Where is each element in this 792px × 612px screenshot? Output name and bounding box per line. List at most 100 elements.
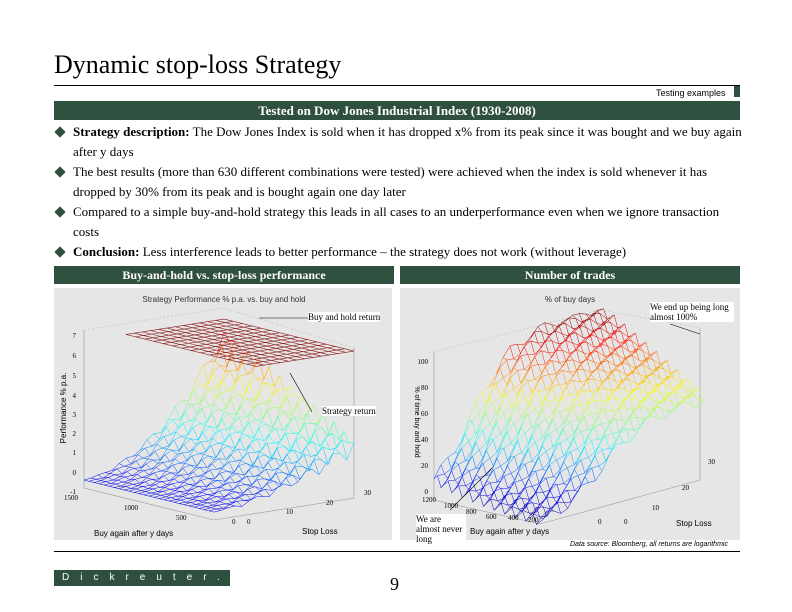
mesh-line <box>632 411 637 418</box>
mesh-line <box>604 352 612 359</box>
mesh-line <box>295 436 304 440</box>
mesh-line <box>176 443 185 455</box>
mesh-line <box>223 454 232 467</box>
mesh-line <box>192 495 201 500</box>
mesh-line <box>550 508 554 512</box>
mesh-line <box>153 495 162 498</box>
mesh-line <box>218 489 227 492</box>
mesh-line <box>234 362 243 383</box>
mesh-line <box>252 490 261 496</box>
mesh-line <box>198 388 207 405</box>
mesh-line <box>613 314 618 328</box>
mesh-line <box>256 478 265 480</box>
mesh-line <box>576 349 584 353</box>
mesh-line <box>587 370 595 381</box>
mesh-line <box>164 483 173 488</box>
mesh-line <box>255 465 262 474</box>
mesh-line <box>186 390 195 406</box>
mesh-line <box>510 405 515 408</box>
mesh-line <box>535 492 540 505</box>
mesh-line <box>128 460 137 468</box>
mesh-line <box>318 463 327 475</box>
mesh-line <box>569 369 577 381</box>
mesh-line <box>612 408 620 419</box>
right-surface-mesh <box>433 308 707 525</box>
mesh-line <box>183 438 192 445</box>
mesh-line <box>211 463 218 470</box>
mesh-line <box>489 396 494 403</box>
mesh-line <box>170 426 179 435</box>
mesh-line <box>566 439 571 445</box>
mesh-line <box>633 429 637 433</box>
mesh-line <box>560 490 568 496</box>
mesh-line <box>617 339 626 348</box>
mesh-line <box>670 372 675 379</box>
mesh-line <box>312 441 321 447</box>
right-z-tick: 80 <box>421 384 429 392</box>
mesh-line <box>191 323 322 357</box>
mesh-line <box>228 412 237 416</box>
mesh-line <box>193 504 202 508</box>
mesh-line <box>586 342 591 355</box>
mesh-line <box>326 421 335 436</box>
mesh-line <box>472 430 480 450</box>
mesh-line <box>307 430 316 444</box>
mesh-line <box>195 475 204 485</box>
mesh-line <box>259 383 268 391</box>
mesh-line <box>250 457 259 467</box>
mesh-line <box>199 467 206 474</box>
mesh-line <box>584 446 589 458</box>
mesh-line <box>251 438 258 442</box>
mesh-line <box>527 379 535 382</box>
diamond-bullet-icon <box>54 246 66 258</box>
mesh-line <box>175 468 184 476</box>
mesh-line <box>458 464 463 476</box>
mesh-line <box>183 504 190 507</box>
mesh-line <box>229 434 236 449</box>
mesh-line <box>165 464 174 472</box>
mesh-line <box>537 364 542 374</box>
mesh-line <box>626 428 634 431</box>
mesh-line <box>531 398 536 410</box>
mesh-line <box>554 321 563 332</box>
mesh-line <box>610 322 618 329</box>
mesh-line <box>233 405 242 422</box>
mesh-line <box>518 487 526 496</box>
mesh-line <box>515 512 520 519</box>
mesh-line <box>461 470 470 477</box>
mesh-line <box>559 442 564 457</box>
bullet-text: The Dow Jones Index is sold when it has … <box>73 124 742 159</box>
mesh-line <box>577 459 582 462</box>
mesh-line <box>178 437 187 451</box>
mesh-line <box>489 482 495 494</box>
mesh-line <box>514 427 522 447</box>
mesh-line <box>517 370 522 384</box>
mesh-line <box>276 483 285 489</box>
mesh-line <box>247 398 254 409</box>
mesh-line <box>579 343 584 353</box>
mesh-line <box>650 404 658 415</box>
mesh-line <box>294 416 301 433</box>
mesh-line <box>184 462 191 466</box>
mesh-line <box>507 490 512 494</box>
mesh-line <box>552 444 557 448</box>
mesh-line <box>590 352 595 363</box>
mesh-line <box>517 440 522 453</box>
mesh-line <box>204 463 213 474</box>
mesh-line <box>643 393 651 402</box>
mesh-line <box>582 337 587 340</box>
mesh-line <box>476 486 484 499</box>
mesh-line <box>590 389 598 392</box>
mesh-line <box>129 474 138 481</box>
mesh-line <box>629 416 637 418</box>
mesh-line <box>587 379 592 392</box>
mesh-line <box>178 501 187 504</box>
mesh-line <box>538 419 546 425</box>
mesh-line <box>562 350 567 362</box>
mesh-line <box>528 499 533 503</box>
mesh-line <box>490 481 498 484</box>
mesh-line <box>538 398 546 416</box>
mesh-line <box>536 519 544 525</box>
mesh-line <box>538 389 546 392</box>
mesh-line <box>695 396 703 402</box>
